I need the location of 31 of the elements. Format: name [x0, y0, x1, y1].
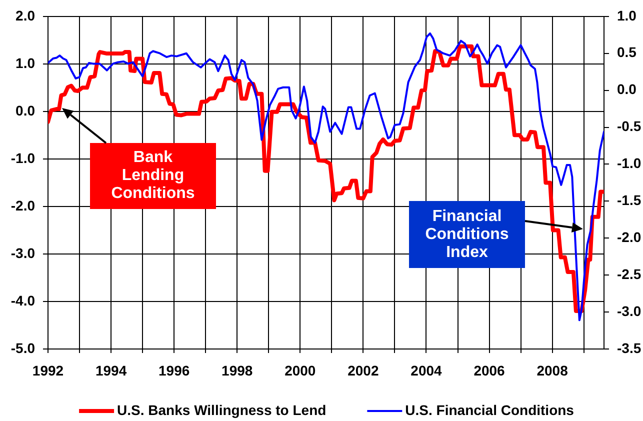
annotation: Financial Conditions Index — [409, 201, 525, 268]
legend-label: U.S. Financial Conditions — [405, 402, 574, 418]
x-tick-label: 2004 — [410, 362, 442, 378]
y2-tick-label: 0.5 — [617, 44, 637, 60]
legend-label: U.S. Banks Willingness to Lend — [117, 402, 326, 418]
y2-tick-label: -3.5 — [617, 340, 642, 356]
x-tick-label: 1998 — [222, 362, 253, 378]
x-tick-label: 2000 — [284, 362, 316, 378]
x-tick-label: 2002 — [348, 362, 379, 378]
y-tick-label: 2.0 — [16, 7, 36, 24]
y2-tick-label: -2.0 — [617, 228, 642, 245]
y2-tick-label: -2.5 — [617, 266, 642, 282]
x-tick-label: 1996 — [158, 362, 190, 378]
y-tick-label: 1.0 — [16, 54, 36, 71]
y-tick-label: -2.0 — [10, 197, 36, 214]
x-tick-label: 1994 — [95, 362, 127, 378]
y2-tick-label: -3.0 — [617, 302, 642, 319]
y-tick-label: -5.0 — [10, 340, 36, 356]
y2-tick-label: -0.5 — [617, 118, 642, 134]
y2-tick-label: -1.5 — [617, 192, 642, 208]
y2-tick-label: 1.0 — [617, 7, 637, 24]
y2-tick-label: -1.0 — [617, 155, 642, 172]
x-tick-label: 1992 — [32, 362, 64, 378]
annotation: Bank Lending Conditions — [90, 143, 216, 209]
y-tick-label: -4.0 — [10, 292, 36, 308]
x-tick-label: 2008 — [536, 362, 568, 378]
y-tick-label: 0.0 — [16, 102, 36, 118]
y2-tick-label: 0.0 — [617, 81, 637, 98]
y-tick-label: -3.0 — [10, 244, 36, 261]
y-tick-label: -1.0 — [10, 150, 36, 166]
x-tick-label: 2006 — [474, 362, 506, 378]
